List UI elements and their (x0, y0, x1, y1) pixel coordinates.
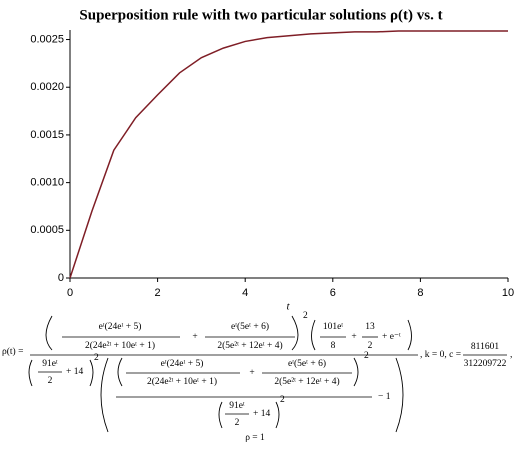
formula-text: ρ = 1 (245, 433, 265, 443)
formula-text: 2(5e²ᵗ + 12eᵗ + 4) (217, 340, 282, 351)
formula-text: + (249, 368, 254, 378)
formula-text: 13 (365, 322, 375, 332)
y-tick-label: 0 (58, 272, 64, 284)
formula-text: 2 (364, 351, 369, 361)
formula-text: 91eᵗ (229, 401, 245, 411)
formula-text: 8 (331, 341, 336, 351)
paren (291, 315, 299, 351)
formula-text: 2 (94, 353, 99, 363)
formula-text: , (510, 350, 512, 360)
formula-text: eᵗ(5eᵗ + 6) (231, 321, 269, 332)
paren (45, 315, 53, 351)
formula-text: 2(24e²ᵗ + 10eᵗ + 1) (147, 376, 217, 387)
formula-text: 2 (303, 311, 308, 321)
formula-text: − 1 (378, 392, 391, 402)
formula-text: 2(24e²ᵗ + 10eᵗ + 1) (85, 340, 155, 351)
y-tick-label: 0.0010 (30, 177, 64, 189)
formula-text: 2 (235, 418, 240, 428)
x-tick-label: 10 (502, 287, 514, 299)
paren (311, 319, 316, 351)
paren (353, 357, 359, 387)
formula-text: 2(5e²ᵗ + 12eᵗ + 4) (274, 376, 339, 387)
formula-text: eᵗ(24eᵗ + 5) (161, 358, 204, 369)
line-series (69, 30, 508, 279)
paren (218, 401, 223, 429)
formula-text: 2 (280, 395, 285, 405)
paren (275, 401, 280, 429)
formula: ρ(t) = eᵗ(24eᵗ + 5) 2(24e²ᵗ + 10eᵗ + 1) … (2, 311, 512, 443)
formula-text: 811601 (471, 342, 499, 352)
formula-text: ρ(t) = (2, 346, 23, 357)
y-tick-label: 0.0025 (30, 33, 64, 45)
x-axis-label: t (286, 301, 290, 313)
x-tick-label: 4 (242, 287, 248, 299)
paren (28, 359, 33, 387)
x-tick-label: 2 (155, 287, 161, 299)
x-tick-label: 0 (67, 287, 73, 299)
x-tick-label: 6 (330, 287, 336, 299)
x-tick-label: 8 (417, 287, 423, 299)
formula-text: 2 (368, 341, 373, 351)
formula-text: + (192, 332, 197, 342)
paren (407, 319, 412, 351)
chart-title: Superposition rule with two particular s… (79, 7, 442, 23)
formula-text: 101eᵗ (323, 322, 343, 332)
paren (100, 357, 109, 433)
formula-text: 2 (48, 376, 53, 386)
formula-text: 312209722 (464, 359, 507, 369)
y-tick-label: 0.0015 (30, 129, 64, 141)
formula-text: eᵗ(5eᵗ + 6) (288, 358, 326, 369)
formula-text: eᵗ(24eᵗ + 5) (99, 321, 142, 332)
paren (117, 357, 123, 387)
formula-text: , k = 0, c = (420, 350, 461, 360)
formula-text: + 14 (66, 367, 83, 377)
formula-text: + (351, 332, 356, 342)
formula-text: + 14 (253, 409, 270, 419)
paren (89, 359, 94, 387)
y-tick-label: 0.0005 (30, 224, 64, 236)
formula-text: 91eᵗ (42, 359, 58, 369)
formula-text: + e⁻ᵗ (382, 332, 401, 342)
paren (395, 357, 404, 433)
y-tick-label: 0.0020 (30, 81, 64, 93)
